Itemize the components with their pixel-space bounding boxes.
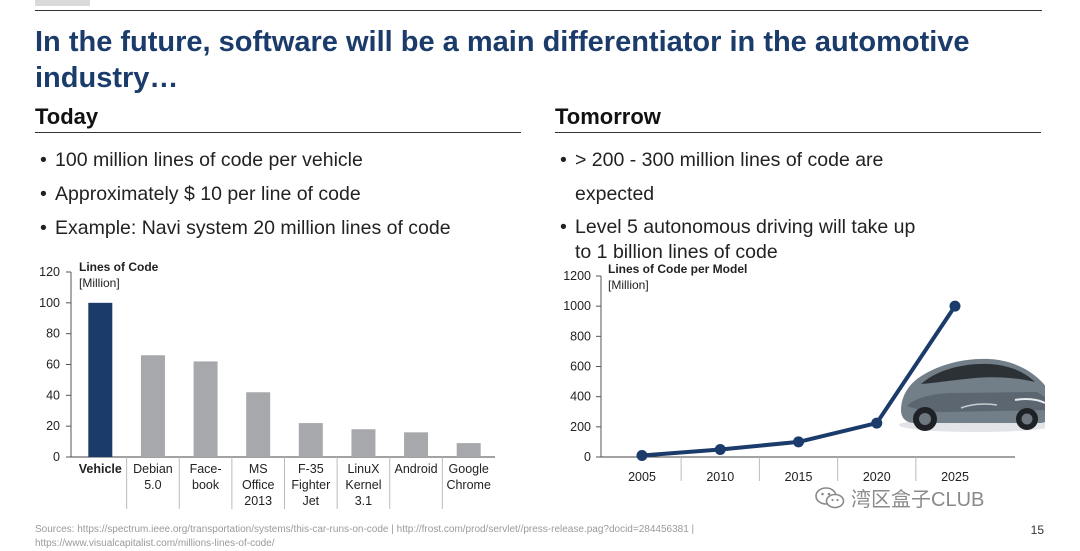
tomorrow-bullet: Level 5 autonomous driving will take up … — [555, 215, 925, 265]
bar — [404, 432, 429, 457]
bar-x-label: Android — [395, 462, 438, 476]
watermark-text: 湾区盒子CLUB — [851, 489, 985, 511]
bar-y-tick-label: 120 — [39, 265, 60, 279]
bar — [456, 443, 481, 457]
line-point — [714, 443, 726, 455]
today-bullet: 100 million lines of code per vehicle — [35, 143, 535, 177]
bar-x-label: Office — [242, 478, 274, 492]
bar-x-label: Jet — [302, 494, 319, 508]
bar-x-label: Google — [449, 462, 489, 476]
line-series — [641, 305, 957, 458]
line-x-label: 2020 — [863, 470, 891, 484]
tomorrow-bullet: > 200 - 300 million lines of code are ex… — [555, 143, 925, 211]
bar-x-label: Fighter — [291, 478, 330, 492]
bar — [298, 423, 323, 457]
bar-y-tick-label: 100 — [39, 296, 60, 310]
line-y-tick-label: 400 — [570, 390, 591, 404]
bar-x-label: Chrome — [446, 478, 491, 492]
line-x-label: 2015 — [785, 470, 813, 484]
line-y-tick-label: 0 — [584, 450, 591, 464]
line-x-label: 2025 — [941, 470, 969, 484]
line-point — [793, 436, 804, 448]
bar-x-label: 2013 — [244, 494, 272, 508]
today-bullet-list: 100 million lines of code per vehicle Ap… — [35, 143, 535, 245]
page-number: 15 — [1030, 523, 1044, 537]
bar-chart-title: Lines of Code — [79, 260, 159, 274]
bar — [88, 302, 113, 457]
line-y-tick-label: 1200 — [563, 269, 591, 283]
bar-chart: 0 20 40 60 80 100 120 Vehicle Debian 5.0 Face-boo… — [39, 260, 495, 509]
tomorrow-heading: Tomorrow — [555, 104, 1041, 133]
slide-title: In the future, software will be a main d… — [35, 26, 970, 94]
bar-x-label: 5.0 — [144, 478, 161, 492]
line-chart-title: Lines of Code per Model — [608, 262, 747, 276]
line-y-tick-label: 800 — [570, 329, 591, 343]
bar-x-label: LinuX — [347, 462, 380, 476]
wechat-icon — [815, 486, 845, 508]
bar-chart-unit: [Million] — [79, 276, 120, 290]
line-chart: 0 200 400 600 800 1000 1200 2005 2010 2015 2020 20… — [563, 262, 1045, 484]
sources-footnote: Sources: https://spectrum.ieee.org/trans… — [35, 524, 695, 549]
tomorrow-bullet-list: > 200 - 300 million lines of code are ex… — [555, 143, 925, 265]
line-x-label: 2005 — [628, 470, 656, 484]
bar-x-label: Kernel — [345, 478, 381, 492]
bar — [193, 361, 218, 457]
today-heading: Today — [35, 104, 521, 133]
line-point — [871, 417, 883, 429]
bar-y-tick-label: 60 — [46, 358, 60, 372]
bar-y-tick-label: 80 — [46, 327, 60, 341]
line-x-label: 2010 — [706, 470, 734, 484]
line-point — [636, 449, 648, 461]
bar-x-label: 3.1 — [355, 494, 372, 508]
top-tab-marker — [35, 0, 90, 6]
line-y-tick-label: 600 — [570, 360, 591, 374]
concept-car-image — [899, 358, 1045, 432]
today-bullet: Example: Navi system 20 million lines of… — [35, 211, 535, 245]
bar-y-tick-label: 40 — [46, 388, 60, 402]
bar — [140, 355, 165, 457]
bar-x-label: Face- — [190, 462, 222, 476]
top-rule — [35, 10, 1042, 11]
bar-x-label: book — [192, 478, 220, 492]
bar-x-label: F-35 — [298, 462, 324, 476]
bar-x-label: Vehicle — [79, 462, 122, 476]
bar — [351, 429, 376, 457]
line-y-tick-label: 200 — [570, 420, 591, 434]
bar-x-label: MS — [249, 462, 268, 476]
bar — [246, 392, 271, 457]
bar-y-tick-label: 0 — [53, 450, 60, 464]
bar-x-label: Debian — [133, 462, 173, 476]
line-chart-unit: [Million] — [608, 278, 649, 292]
watermark: 湾区盒子CLUB — [815, 483, 984, 512]
bar-y-tick-label: 20 — [46, 419, 60, 433]
line-point — [949, 300, 961, 312]
today-bullet: Approximately $ 10 per line of code — [35, 177, 535, 211]
line-y-tick-label: 1000 — [563, 299, 591, 313]
